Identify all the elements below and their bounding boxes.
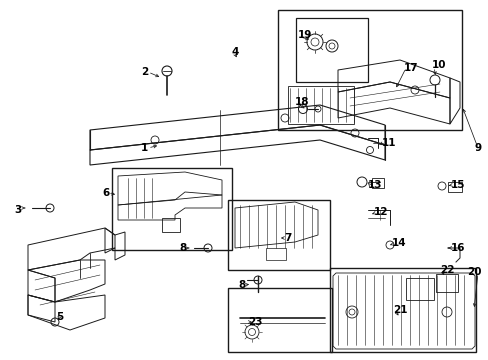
Bar <box>447 182 461 192</box>
Bar <box>435 274 457 292</box>
Text: 22: 22 <box>439 265 453 275</box>
Bar <box>265 248 285 260</box>
Bar <box>227 200 329 270</box>
Text: 1: 1 <box>141 143 148 153</box>
Text: 23: 23 <box>247 317 262 327</box>
Text: 11: 11 <box>381 138 396 148</box>
Bar <box>329 268 475 352</box>
Bar <box>295 18 367 82</box>
Bar <box>405 278 433 300</box>
Text: 8: 8 <box>180 243 186 253</box>
Text: 2: 2 <box>141 67 148 77</box>
Text: 21: 21 <box>392 305 407 315</box>
Text: 12: 12 <box>373 207 387 217</box>
Text: 19: 19 <box>297 30 312 40</box>
Text: 10: 10 <box>431 60 446 70</box>
Text: 6: 6 <box>102 188 110 198</box>
Bar <box>162 218 180 232</box>
Text: 18: 18 <box>294 97 309 107</box>
Text: 16: 16 <box>450 243 465 253</box>
Text: 13: 13 <box>367 180 382 190</box>
Bar <box>278 10 461 130</box>
Text: 7: 7 <box>284 233 291 243</box>
Text: 15: 15 <box>450 180 465 190</box>
Text: 3: 3 <box>15 205 22 215</box>
Text: 8: 8 <box>238 280 245 290</box>
Text: 17: 17 <box>403 63 418 73</box>
Text: 4: 4 <box>231 47 239 57</box>
Bar <box>227 288 331 352</box>
Text: 5: 5 <box>56 312 63 322</box>
Text: 14: 14 <box>391 238 406 248</box>
Text: 9: 9 <box>474 143 481 153</box>
Bar <box>112 168 231 250</box>
Bar <box>371 178 383 188</box>
Text: 20: 20 <box>467 267 481 277</box>
